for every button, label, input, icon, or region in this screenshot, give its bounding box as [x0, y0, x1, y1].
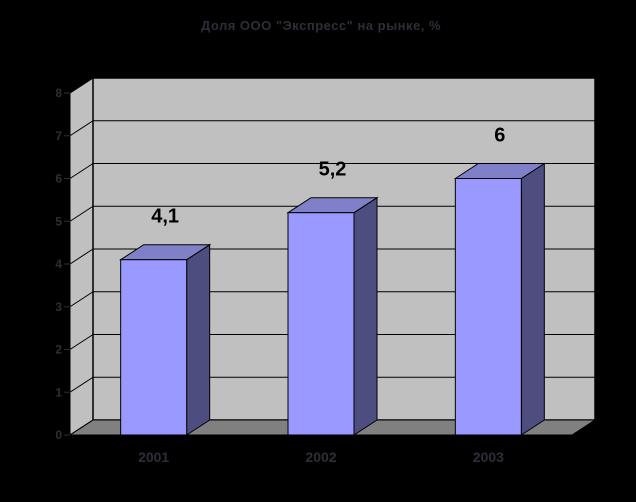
bar-value-label: 4,1: [151, 206, 179, 228]
gridline-wall: [69, 248, 94, 265]
y-axis-label: 2: [55, 343, 62, 357]
gridline-wall: [69, 419, 94, 436]
gridline-wall: [69, 77, 94, 94]
bar-side: [186, 243, 211, 436]
bar-side: [520, 162, 545, 436]
y-axis-label: 6: [55, 172, 62, 186]
y-axis-label: 7: [55, 129, 62, 143]
gridline-wall: [69, 205, 94, 222]
bar-value-label: 5,2: [319, 159, 347, 181]
y-axis-label: 0: [55, 428, 62, 442]
y-axis-label: 1: [55, 385, 62, 399]
gridline-wall: [69, 376, 94, 393]
bar-value-label: 6: [494, 125, 505, 147]
x-axis-label: 2002: [305, 449, 336, 465]
y-axis-label: 5: [55, 214, 62, 228]
y-axis-label: 4: [55, 257, 62, 271]
y-axis-label: 8: [55, 86, 62, 100]
chart-title: Доля ООО "Экспресс" на рынке, %: [200, 18, 442, 33]
gridline-wall: [69, 163, 94, 179]
bar-front: [120, 259, 188, 436]
gridline-wall: [69, 120, 94, 137]
x-axis-label: 2003: [473, 449, 504, 465]
x-axis-label: 2001: [138, 449, 169, 465]
bar-side: [353, 196, 378, 436]
gridline-wall: [69, 334, 94, 350]
gridline-wall: [69, 291, 94, 308]
bar-front: [287, 212, 355, 436]
bar-front: [454, 178, 522, 436]
y-axis-label: 3: [55, 300, 62, 314]
